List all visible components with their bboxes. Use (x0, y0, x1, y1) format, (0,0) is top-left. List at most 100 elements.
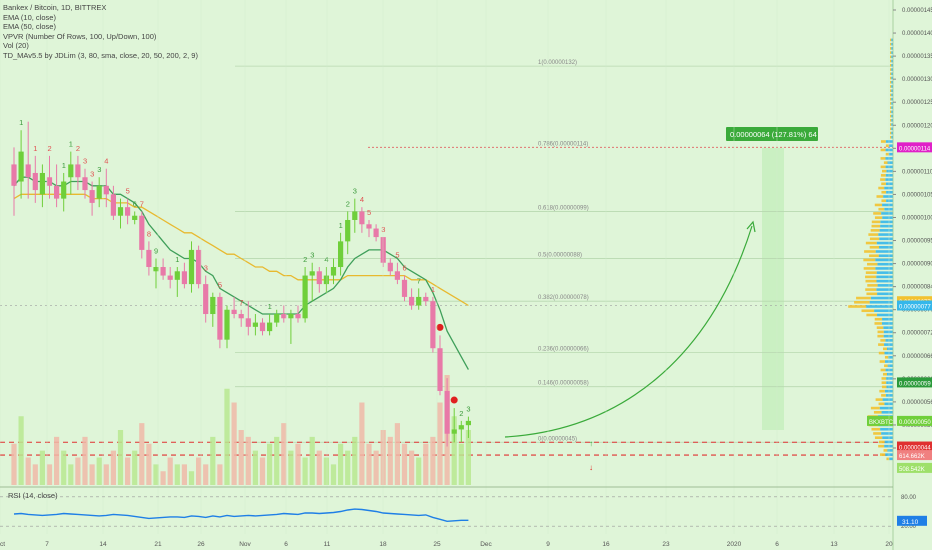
vpvr-bar-up (891, 72, 893, 76)
vpvr-bar-up (891, 119, 893, 122)
vpvr-bar-up (891, 47, 893, 50)
td-count-label: 2 (459, 409, 463, 418)
vpvr-bar-up (874, 309, 893, 313)
vpvr-bar-up (891, 97, 893, 101)
vpvr-bar-down (881, 199, 887, 203)
vpvr-bar-down (890, 97, 892, 101)
vpvr-bar-up (885, 182, 893, 186)
volume-bar (423, 443, 429, 485)
volume-bar (32, 464, 38, 485)
candle-body (139, 215, 145, 250)
volume-bar (181, 464, 187, 485)
td-count-label: 3 (97, 165, 101, 174)
td-count-label: 6 (133, 199, 137, 208)
volume-bar (387, 436, 393, 485)
volume-bar (359, 402, 365, 485)
candle-body (89, 190, 95, 203)
vpvr-bar-down (884, 364, 888, 368)
candle-body (61, 181, 67, 199)
volume-bar (224, 388, 230, 485)
vpvr-bar-up (880, 427, 893, 431)
vpvr-bar-down (865, 241, 877, 245)
projection-zone (762, 148, 784, 430)
vpvr-bar-down (890, 110, 892, 114)
candle-body (430, 301, 436, 349)
vpvr-bar-down (881, 377, 887, 380)
vpvr-bar-down (880, 157, 886, 160)
vpvr-bar-down (871, 220, 881, 224)
time-tick-label: 9 (546, 541, 550, 548)
volume-bar (68, 464, 74, 485)
vpvr-bar-down (865, 271, 877, 274)
vpvr-bar-down (873, 432, 882, 435)
price-tag-box (897, 300, 932, 311)
candle-body (288, 314, 294, 319)
time-tick-label: 7 (45, 541, 49, 548)
time-tick-label: 18 (379, 541, 387, 548)
vpvr-bar-down (869, 237, 880, 241)
time-tick-label: 6 (775, 541, 779, 548)
up-arrow-marker: ↑ (589, 439, 593, 448)
td-signal-dot (450, 396, 458, 404)
time-tick-label: 14 (99, 541, 107, 548)
vpvr-bar-down (878, 207, 885, 211)
vpvr-bar-up (876, 288, 893, 291)
volume-bar (281, 423, 287, 485)
vpvr-bar-down (876, 326, 884, 329)
vpvr-bar-down (854, 300, 870, 304)
vpvr-bar-down (890, 89, 892, 93)
vpvr-bar-up (883, 334, 893, 338)
legend-ema50: EMA (50, close) (3, 22, 56, 32)
vpvr-bar-down (880, 368, 886, 372)
volume-bar (302, 457, 308, 485)
volume-bar (89, 464, 95, 485)
volume-bar (288, 450, 294, 485)
td-count-label: 7 (417, 276, 421, 285)
vpvr-bar-up (891, 38, 893, 42)
vpvr-bar-down (890, 68, 892, 71)
volume-bar (252, 450, 258, 485)
vpvr-bar-up (889, 457, 893, 461)
time-tick-label: 16 (602, 541, 610, 548)
price-tick-label: 0.00000105 (902, 192, 932, 198)
candle-body (146, 249, 152, 268)
legend-tdma: TD_MAv5.5 by JDLim (3, 80, sma, close, 2… (3, 50, 198, 60)
vpvr-bar-down (866, 313, 878, 317)
td-count-label: 1 (69, 140, 73, 149)
vpvr-bar-up (879, 237, 893, 241)
target-label: 0.00000064 (127.81%) 64 (730, 130, 817, 139)
candle-body (167, 275, 173, 280)
vpvr-bar-down (879, 360, 885, 363)
vpvr-bar-down (890, 59, 892, 63)
td-count-label: 4 (324, 255, 328, 264)
candle-body (465, 420, 471, 426)
vpvr-bar-down (890, 42, 892, 46)
price-tick-label: 0.00000110 (902, 169, 932, 175)
vpvr-bar-down (890, 127, 892, 131)
vpvr-bar-down (884, 355, 889, 359)
rsi-tick-label: 20.00 (901, 524, 917, 530)
vpvr-bar-up (891, 59, 893, 63)
vpvr-bar-down (878, 351, 885, 355)
candle-body (366, 224, 372, 229)
vpvr-bar-down (890, 123, 892, 126)
vpvr-bar-down (886, 457, 890, 461)
price-tick-label: 0.00000084 (902, 285, 932, 291)
vpvr-bar-up (886, 377, 893, 380)
candle-body (359, 211, 365, 225)
vpvr-bar-down (878, 444, 885, 448)
time-tick-label: Nov (239, 541, 251, 548)
volume-bar (352, 436, 358, 485)
chart-legend: Bankex / Bitcoin, 1D, BITTREX EMA (10, c… (3, 3, 198, 61)
vpvr-bar-up (891, 80, 893, 84)
vpvr-bar-down (890, 80, 892, 84)
vpvr-bar-down (880, 140, 886, 143)
volume-bar (316, 450, 322, 485)
fib-level-label: 1(0.00000132) (538, 60, 577, 66)
vpvr-bar-down (885, 152, 889, 156)
volume-bar (409, 450, 415, 485)
vpvr-bar-up (885, 165, 893, 169)
target-label-box (726, 127, 818, 141)
vpvr-bar-up (887, 449, 893, 452)
